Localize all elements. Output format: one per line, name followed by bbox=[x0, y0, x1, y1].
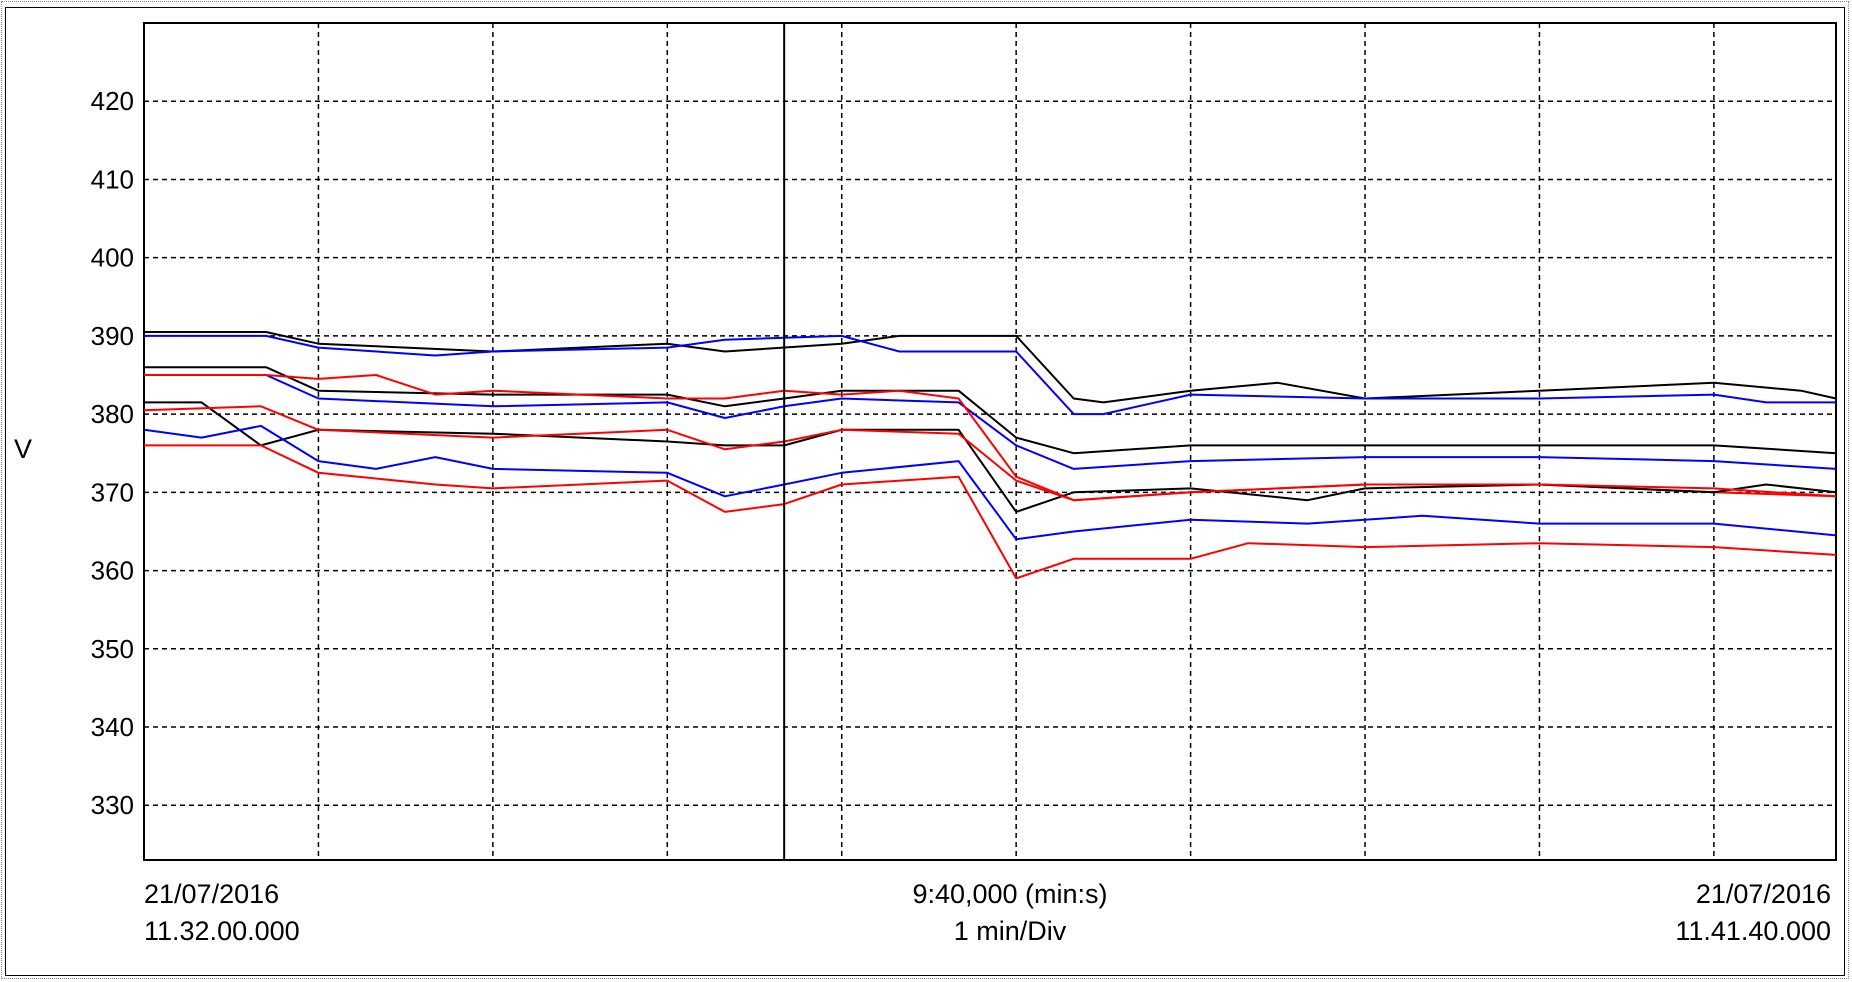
y-tick-label: 340 bbox=[91, 712, 134, 742]
y-tick-label: 370 bbox=[91, 477, 134, 507]
series-line-blue bbox=[144, 334, 1836, 416]
x-start-date: 21/07/2016 bbox=[144, 879, 280, 909]
y-tick-label: 420 bbox=[91, 86, 134, 116]
y-tick-label: 390 bbox=[91, 321, 134, 351]
voltage-trend-chart: 330 340 350 360 370 380 390 400 410 420 bbox=[91, 22, 1837, 861]
y-tick-label: 330 bbox=[91, 790, 134, 820]
series-line-red bbox=[144, 444, 1837, 580]
series-line-blue bbox=[143, 424, 1837, 541]
x-end-date: 21/07/2016 bbox=[1695, 879, 1831, 909]
series-line-red bbox=[143, 405, 1837, 502]
y-tick-label: 360 bbox=[91, 556, 134, 586]
x-span-label: 9:40,000 (min:s) bbox=[912, 879, 1108, 909]
y-tick-label: 380 bbox=[91, 399, 134, 429]
x-end-time: 11.41.40.000 bbox=[1675, 916, 1831, 946]
series-line-blue bbox=[144, 374, 1837, 470]
chart-panel: 330 340 350 360 370 380 390 400 410 420 V 21/07/2… bbox=[5, 7, 1845, 976]
x-start-time: 11.32.00.000 bbox=[144, 916, 300, 946]
y-tick-label: 410 bbox=[91, 164, 134, 194]
x-div-label: 1 min/Div bbox=[953, 916, 1067, 946]
y-tick-label: 400 bbox=[91, 243, 134, 273]
y-axis-label: V bbox=[14, 434, 33, 464]
y-tick-label: 350 bbox=[91, 634, 134, 664]
series-line-black bbox=[144, 331, 1837, 404]
